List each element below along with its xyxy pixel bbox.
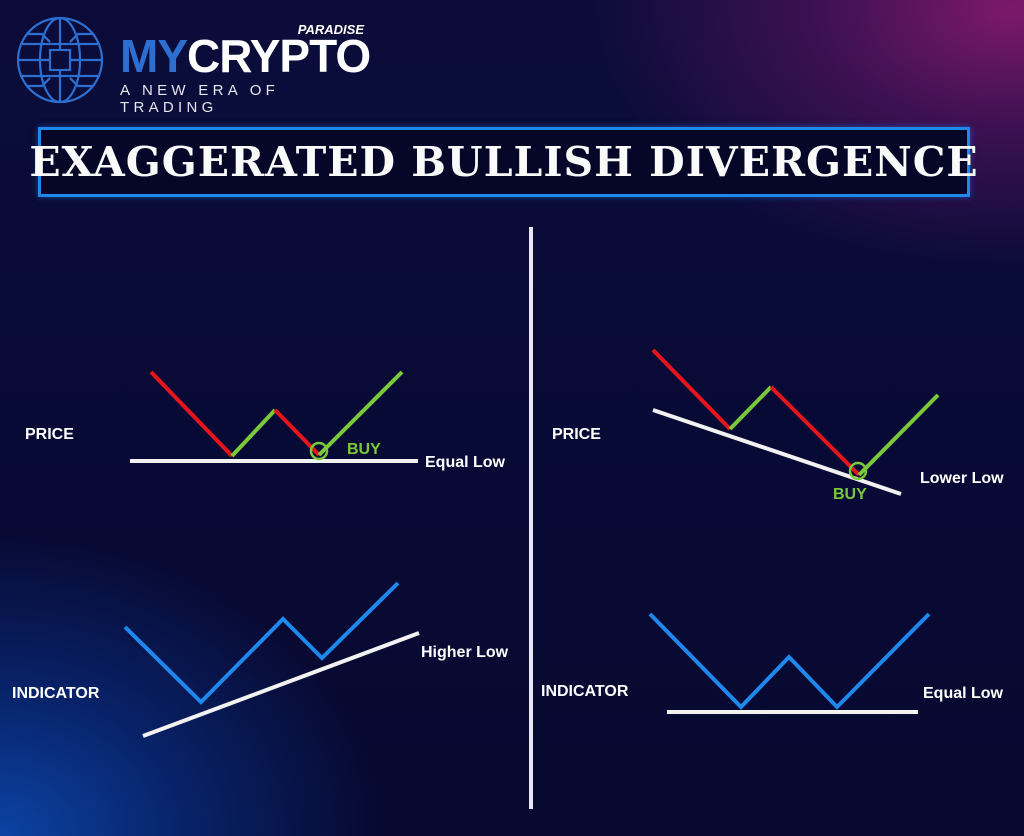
- right-price-up-leg-1: [728, 385, 773, 431]
- left-buy-marker-circle: [309, 441, 329, 461]
- right-price-down-leg-2: [769, 385, 861, 477]
- left-indicator-label: INDICATOR: [12, 685, 100, 702]
- right-indicator-label: INDICATOR: [541, 683, 629, 700]
- left-indicator-line: [123, 581, 400, 705]
- right-buy-marker-circle: [848, 461, 868, 481]
- brand-name-part1: MY: [120, 30, 188, 82]
- globe-circuit-icon: [16, 16, 104, 104]
- title-banner: EXAGGERATED BULLISH DIVERGENCE: [29, 127, 978, 197]
- brand-wordmark: MYCRYPTO: [120, 30, 371, 82]
- left-price-label: PRICE: [25, 426, 74, 443]
- brand-name-part2: CRYPTO: [187, 30, 371, 82]
- panel-divider: [529, 227, 533, 809]
- left-price-annotation: Equal Low: [425, 454, 505, 471]
- left-price-up-leg-1: [230, 408, 277, 458]
- brand-tagline: A NEW ERA OF TRADING: [120, 82, 280, 116]
- brand-logo: PARADISE MYCRYPTO A NEW ERA OF TRADING: [14, 14, 374, 116]
- page-title: EXAGGERATED BULLISH DIVERGENCE: [29, 138, 979, 186]
- right-price-down-leg-1: [651, 348, 732, 431]
- left-buy-label: BUY: [347, 441, 381, 458]
- right-price-annotation: Lower Low: [920, 470, 1004, 487]
- left-indicator-higher-low-line: [142, 631, 420, 738]
- right-indicator-annotation: Equal Low: [923, 685, 1003, 702]
- right-indicator-line: [648, 612, 931, 710]
- brand-superscript: PARADISE: [297, 22, 364, 37]
- left-price-down-leg-1: [149, 370, 234, 458]
- left-indicator-annotation: Higher Low: [421, 644, 509, 661]
- left-price-up-leg-2: [317, 370, 404, 457]
- right-buy-label: BUY: [833, 486, 867, 503]
- right-price-up-leg-2: [857, 393, 940, 477]
- right-price-lower-low-line: [652, 408, 902, 496]
- right-price-label: PRICE: [552, 426, 601, 443]
